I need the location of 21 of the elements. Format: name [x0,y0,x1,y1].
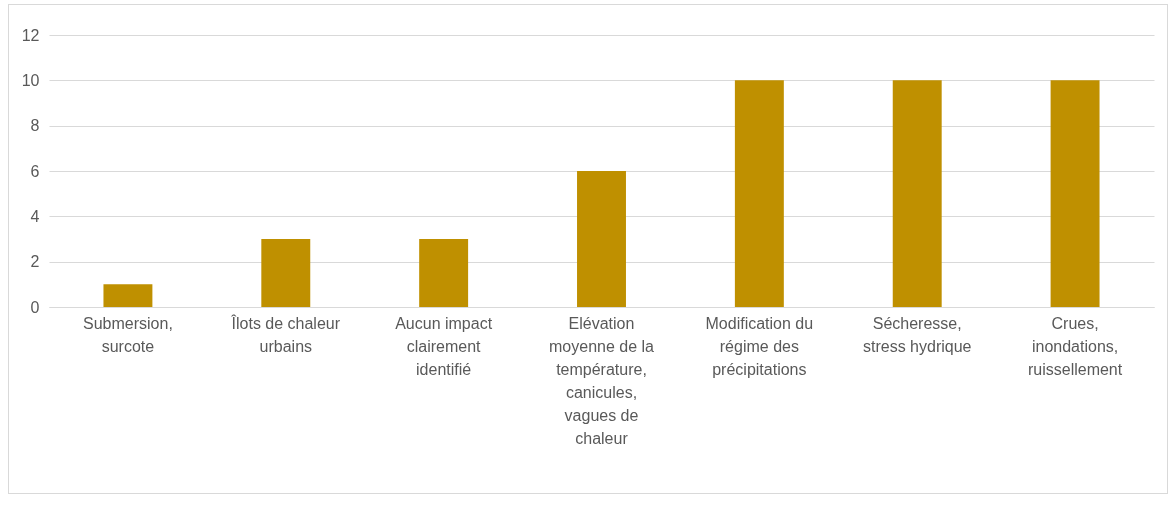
bar [892,80,942,307]
bar [734,80,784,307]
y-tick-label: 2 [30,253,40,271]
bar [261,239,311,307]
y-tick-label: 12 [21,26,40,44]
bar [419,239,469,307]
x-tick-label: Elévation moyenne de la température, canicules, vagues de chaleur [549,314,655,447]
y-tick-label: 6 [30,162,40,180]
y-tick-label: 8 [30,117,40,135]
y-tick-label: 4 [30,207,40,225]
bar [1050,80,1100,307]
x-tick-label: Îlots de chaleur urbains [230,313,341,355]
bar [577,171,626,307]
x-tick-label: Submersion, surcote [83,314,173,355]
y-tick-label: 10 [21,71,40,89]
y-tick-label: 0 [30,298,40,316]
bar [103,284,153,307]
x-tick-label: Aucun impact clairement identifié [395,314,493,378]
x-tick-label: Modification du régime des précipitations [705,314,814,378]
x-tick-label: Sécheresse, stress hydrique [862,314,972,355]
x-tick-label: Crues, inondations, ruissellement [1027,314,1123,378]
